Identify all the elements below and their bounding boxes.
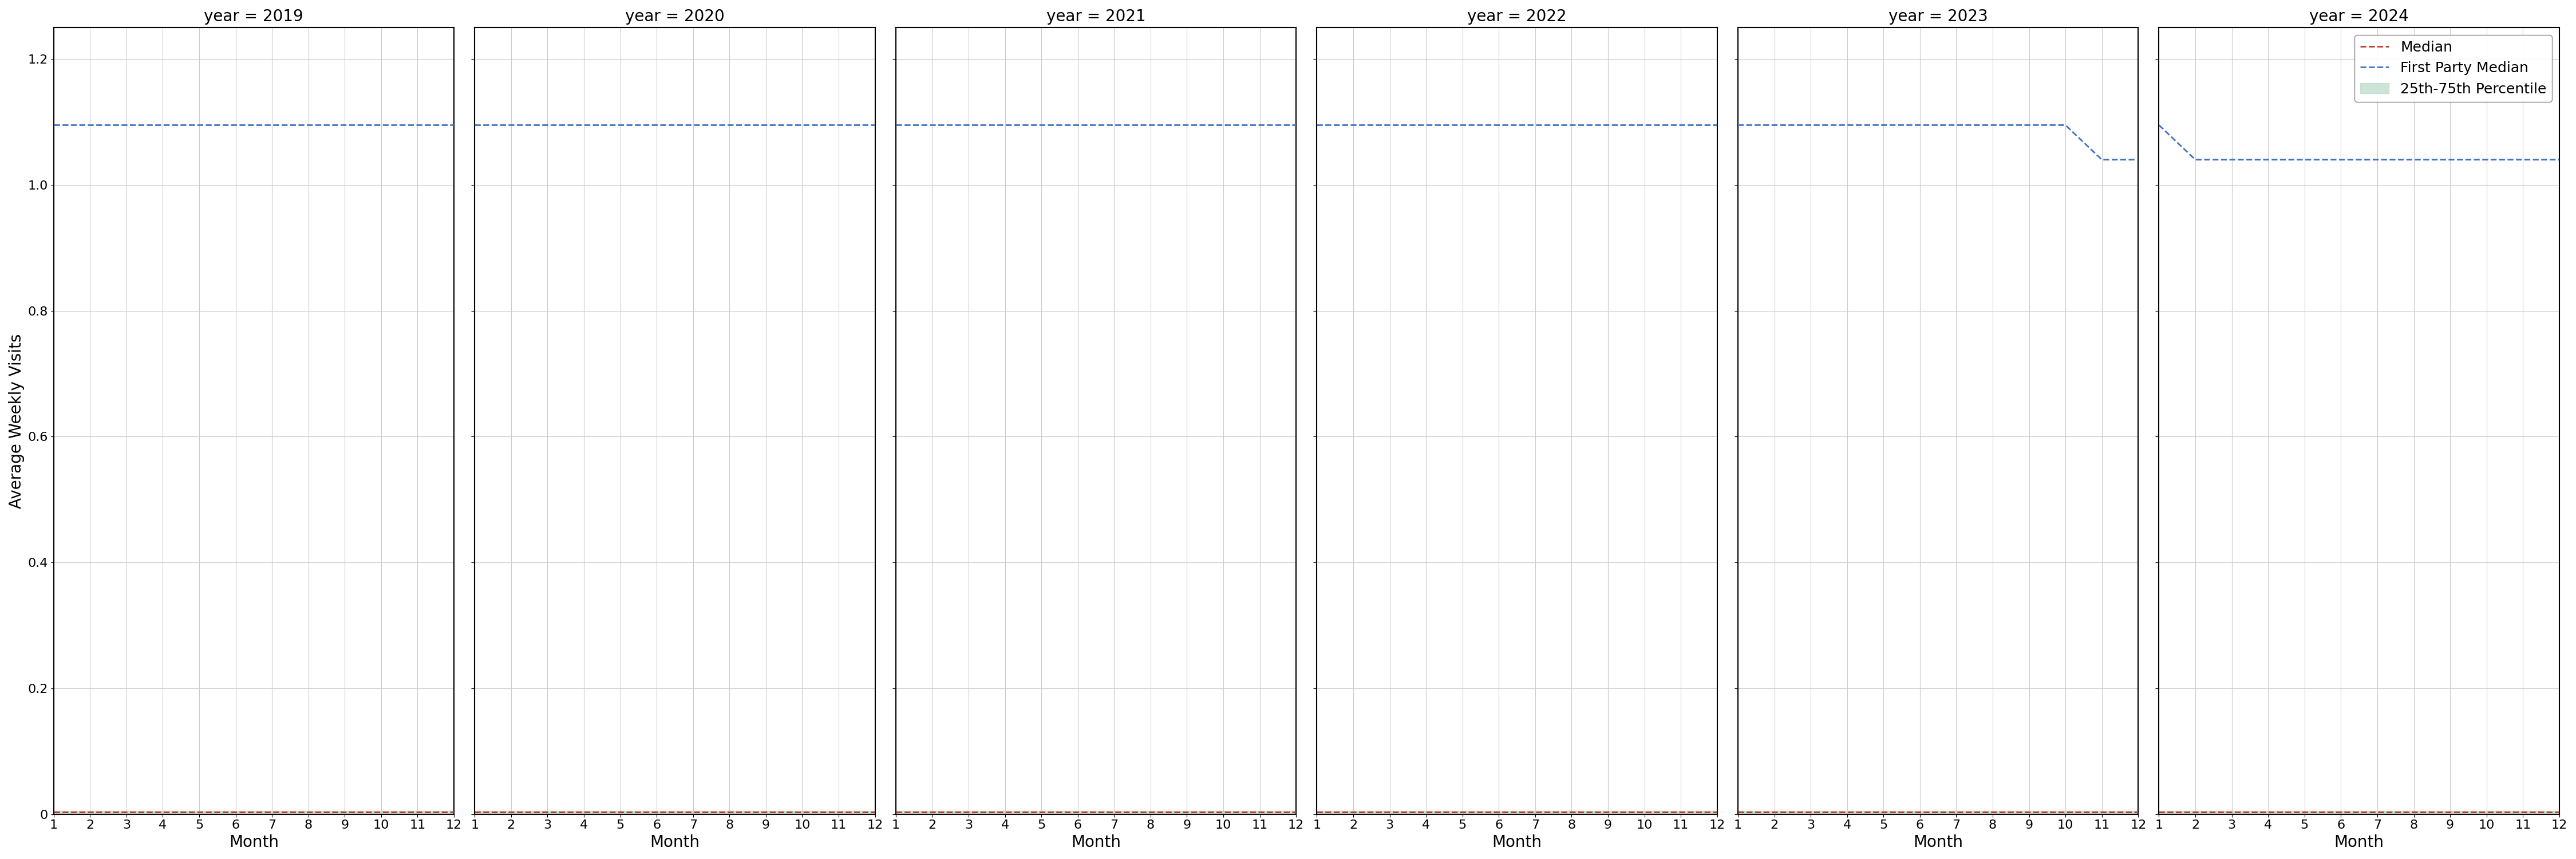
X-axis label: Month: Month <box>2334 834 2383 850</box>
X-axis label: Month: Month <box>1492 834 1543 850</box>
Title: year = 2021: year = 2021 <box>1046 9 1146 25</box>
X-axis label: Month: Month <box>1072 834 1121 850</box>
Title: year = 2020: year = 2020 <box>626 9 724 25</box>
Title: year = 2019: year = 2019 <box>204 9 304 25</box>
Title: year = 2024: year = 2024 <box>2311 9 2409 25</box>
Title: year = 2023: year = 2023 <box>1888 9 1989 25</box>
X-axis label: Month: Month <box>1914 834 1963 850</box>
X-axis label: Month: Month <box>229 834 278 850</box>
Title: year = 2022: year = 2022 <box>1468 9 1566 25</box>
Y-axis label: Average Weekly Visits: Average Weekly Visits <box>8 333 26 509</box>
X-axis label: Month: Month <box>649 834 701 850</box>
Legend: Median, First Party Median, 25th-75th Percentile: Median, First Party Median, 25th-75th Pe… <box>2354 34 2553 101</box>
